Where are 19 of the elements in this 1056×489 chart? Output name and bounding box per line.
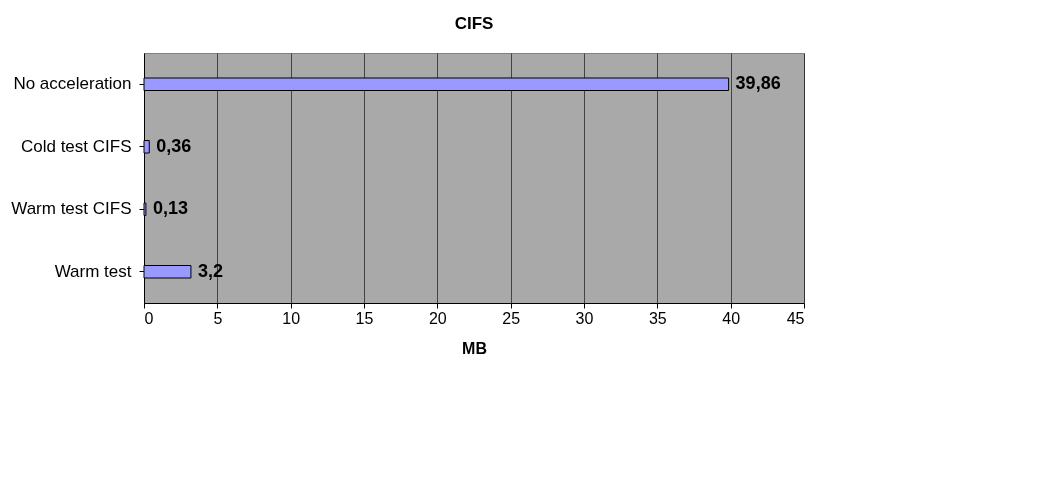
x-tick-label: 30	[575, 309, 594, 327]
x-tick-label: 0	[144, 309, 154, 327]
x-tick-label: 45	[786, 309, 805, 327]
x-tick-label: 20	[428, 309, 447, 327]
x-tick-label: 15	[355, 309, 374, 327]
x-tick-label: 40	[722, 309, 741, 327]
chart-title: CIFS	[454, 14, 494, 33]
y-tick-label: Warm test CIFS	[11, 199, 132, 219]
data-label: 0,36	[156, 135, 192, 156]
y-tick-label: No acceleration	[13, 74, 132, 94]
x-tick-label: 25	[502, 309, 521, 327]
y-tick-label: Cold test CIFS	[20, 136, 132, 156]
x-axis-title: MB	[462, 339, 487, 357]
x-tick-label: 5	[213, 309, 223, 327]
x-tick-label: 10	[282, 309, 301, 327]
data-label: 0,13	[152, 198, 188, 219]
x-tick-label: 35	[648, 309, 667, 327]
data-label: 39,86	[735, 73, 781, 94]
y-tick-label: Warm test	[54, 261, 132, 281]
